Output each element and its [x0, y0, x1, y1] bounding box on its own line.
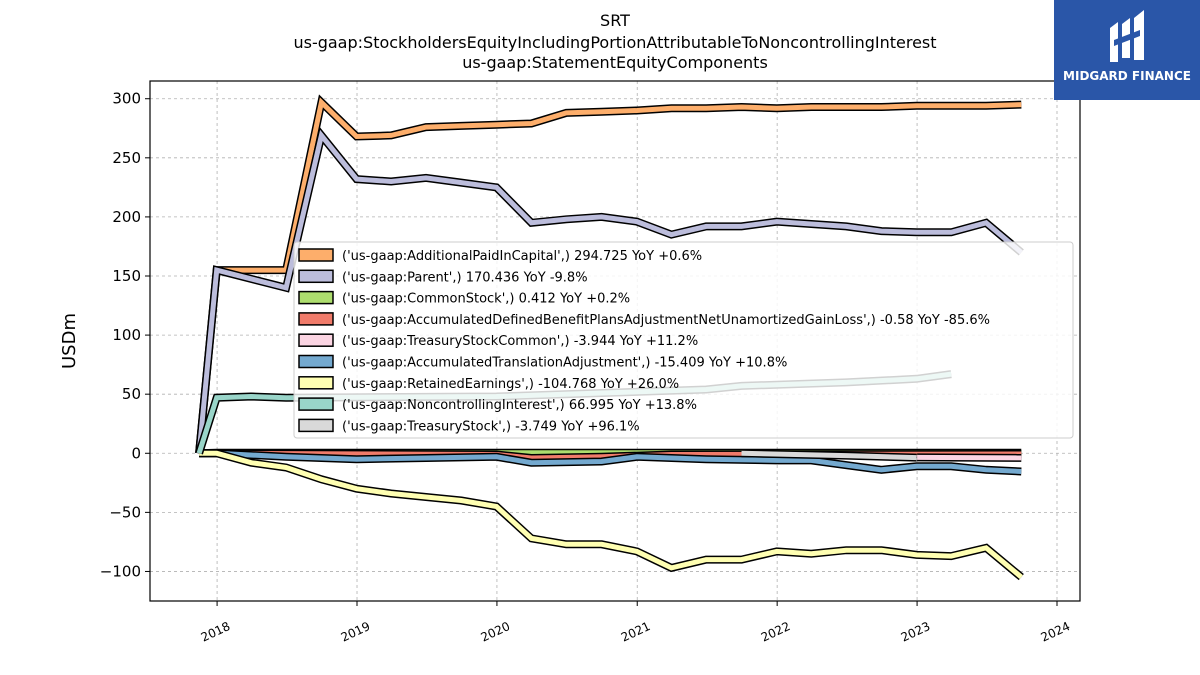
chart-titles: SRT us-gaap:StockholdersEquityIncludingP… — [293, 11, 936, 72]
series-4 — [917, 453, 1022, 462]
x-tick-label: 2023 — [899, 619, 933, 645]
y-tick-label: −50 — [109, 503, 141, 521]
legend-swatch — [298, 376, 334, 390]
y-tick-label: 100 — [112, 326, 141, 344]
legend-swatch — [298, 290, 334, 305]
legend-entry: ('us-gaap:AccumulatedTranslationAdjustme… — [342, 356, 787, 371]
series-0 — [195, 94, 1022, 454]
y-tick-label: 250 — [112, 149, 141, 167]
legend-entry: ('us-gaap:NoncontrollingInterest',) 66.9… — [342, 398, 697, 413]
series-line — [196, 129, 1023, 454]
series-line — [741, 450, 917, 461]
legend-entry: ('us-gaap:CommonStock',) 0.412 YoY +0.2% — [342, 292, 630, 307]
chart-subtitle-2: us-gaap:StatementEquityComponents — [462, 53, 768, 72]
y-tick-label: −100 — [100, 562, 141, 580]
series-line — [196, 97, 1022, 454]
y-tick-label: 0 — [131, 444, 141, 462]
legend-entry: ('us-gaap:RetainedEarnings',) -104.768 Y… — [342, 377, 679, 392]
legend-swatch — [298, 418, 334, 433]
legend-entry: ('us-gaap:TreasuryStock',) -3.749 YoY +9… — [342, 419, 640, 434]
legend-swatch — [298, 354, 334, 369]
legend: ('us-gaap:AdditionalPaidInCapital',) 294… — [293, 241, 1074, 439]
series-line — [199, 450, 1022, 474]
brand-logo: MIDGARD FINANCE — [1054, 0, 1200, 100]
x-axis: 2018 2019 2020 2021 2022 2023 2024 — [199, 601, 1073, 645]
y-axis-label: USDm — [59, 313, 80, 369]
x-tick-label: 2022 — [759, 619, 793, 645]
legend-entry: ('us-gaap:TreasuryStockCommon',) -3.944 … — [342, 334, 698, 349]
legend-box — [293, 241, 1074, 439]
x-tick-label: 2024 — [1039, 619, 1073, 645]
y-tick-label: 150 — [112, 267, 141, 285]
y-axis: 300 250 200 150 100 50 0 −50 −100 — [100, 90, 150, 580]
series-line — [917, 454, 1022, 461]
series-1 — [195, 126, 1024, 454]
logo-mark-icon — [1110, 10, 1144, 62]
legend-entry: ('us-gaap:AdditionalPaidInCapital',) 294… — [342, 249, 702, 264]
x-tick-label: 2020 — [479, 619, 513, 645]
logo-text: MIDGARD FINANCE — [1063, 69, 1191, 83]
legend-swatch — [298, 312, 334, 326]
series-8 — [741, 449, 917, 462]
chart-title: SRT — [600, 11, 630, 30]
series-5 — [199, 449, 1022, 476]
legend-entry: ('us-gaap:Parent',) 170.436 YoY -9.8% — [342, 270, 588, 285]
plot-frame — [149, 80, 1081, 602]
chart-subtitle: us-gaap:StockholdersEquityIncludingPorti… — [293, 33, 936, 52]
legend-entry: ('us-gaap:AccumulatedDefinedBenefitPlans… — [342, 313, 990, 328]
x-tick-label: 2021 — [619, 619, 653, 645]
series-line — [199, 450, 1023, 580]
x-tick-label: 2019 — [339, 619, 373, 645]
legend-swatch — [298, 333, 334, 347]
y-tick-label: 300 — [112, 90, 141, 108]
x-tick-label: 2018 — [199, 619, 233, 645]
series-6 — [199, 449, 1024, 581]
legend-swatch — [298, 269, 334, 284]
y-tick-label: 200 — [112, 208, 141, 226]
y-tick-label: 50 — [122, 385, 141, 403]
legend-swatch — [298, 248, 334, 262]
legend-swatch — [298, 397, 334, 411]
